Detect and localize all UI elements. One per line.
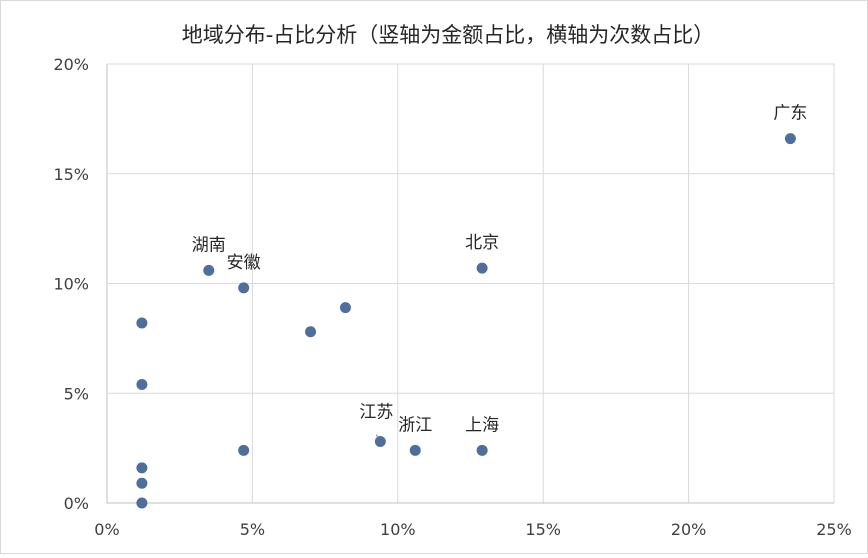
grid-layer [106,63,835,504]
x-tick-label: 10% [380,520,416,539]
data-point [476,262,488,274]
x-tick-label: 20% [671,520,707,539]
x-tick-label: 15% [525,520,561,539]
leader-line [375,434,379,439]
data-label: 浙江 [398,415,432,435]
data-point [203,264,215,276]
data-point [784,133,796,145]
tick-labels: 0% 5% 10% 15% 20% 25% 0% 5% 10% 15% 20% [53,55,851,539]
data-label: 江苏 [359,403,393,423]
data-point [238,282,250,294]
data-label: 广东 [773,104,807,124]
x-tick-label: 25% [816,520,852,539]
x-tick-label: 0% [94,520,119,539]
data-point [305,326,317,338]
chart-title: 地域分布-占比分析（竖轴为金额占比，横轴为次数占比） [182,23,715,47]
data-label: 安徽 [227,253,261,273]
data-point [136,462,148,474]
data-point [136,477,148,489]
y-tick-label: 15% [53,165,89,184]
y-tick-label: 20% [53,55,89,74]
data-label: 上海 [465,415,499,435]
data-label: 湖南 [192,235,226,255]
data-point [136,317,148,329]
y-tick-label: 5% [64,384,89,403]
data-point [476,444,488,456]
data-point [409,444,421,456]
y-tick-label: 0% [64,494,89,513]
data-points [136,133,796,509]
x-tick-label: 5% [240,520,265,539]
data-point [136,497,148,509]
data-point [374,436,386,448]
data-point [238,444,250,456]
y-tick-label: 10% [53,275,89,294]
data-point [136,378,148,390]
data-point [339,302,351,314]
data-label: 北京 [465,233,499,253]
